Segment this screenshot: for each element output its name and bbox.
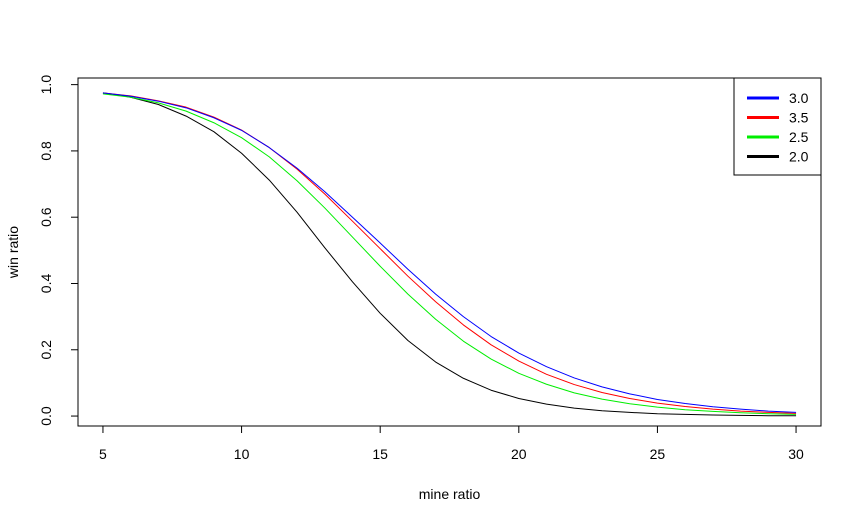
- plot-frame: [77, 77, 822, 427]
- y-tick-label: 0.6: [38, 207, 54, 227]
- y-tick-label: 0.8: [38, 141, 54, 161]
- y-tick-label: 0.0: [38, 406, 54, 426]
- y-tick-label: 0.4: [38, 274, 54, 294]
- x-tick-label: 25: [650, 446, 666, 462]
- x-axis-title: mine ratio: [419, 486, 481, 502]
- x-axis: 5 10 15 20 25 30: [99, 425, 804, 462]
- legend-label: 2.5: [789, 129, 809, 145]
- series-line-2.5: [102, 93, 797, 415]
- x-tick-label: 5: [99, 446, 107, 462]
- series-line-3.5: [102, 92, 797, 414]
- y-axis: 0.0 0.2 0.4 0.6 0.8 1.0: [38, 75, 79, 426]
- series-layer: [102, 92, 797, 417]
- legend-label: 3.5: [789, 110, 809, 126]
- legend-box: [733, 77, 822, 176]
- y-axis-title: win ratio: [5, 226, 21, 279]
- x-tick-label: 20: [511, 446, 527, 462]
- y-tick-label: 1.0: [38, 75, 54, 95]
- y-tick-label: 0.2: [38, 340, 54, 360]
- x-tick-label: 30: [788, 446, 804, 462]
- x-tick-label: 15: [372, 446, 388, 462]
- legend-label: 3.0: [789, 90, 809, 106]
- x-tick-label: 10: [234, 446, 250, 462]
- legend-label: 2.0: [789, 149, 809, 165]
- series-line-3.0: [102, 92, 797, 413]
- series-line-2.0: [102, 92, 797, 417]
- legend: 3.0 3.5 2.5 2.0: [733, 77, 822, 176]
